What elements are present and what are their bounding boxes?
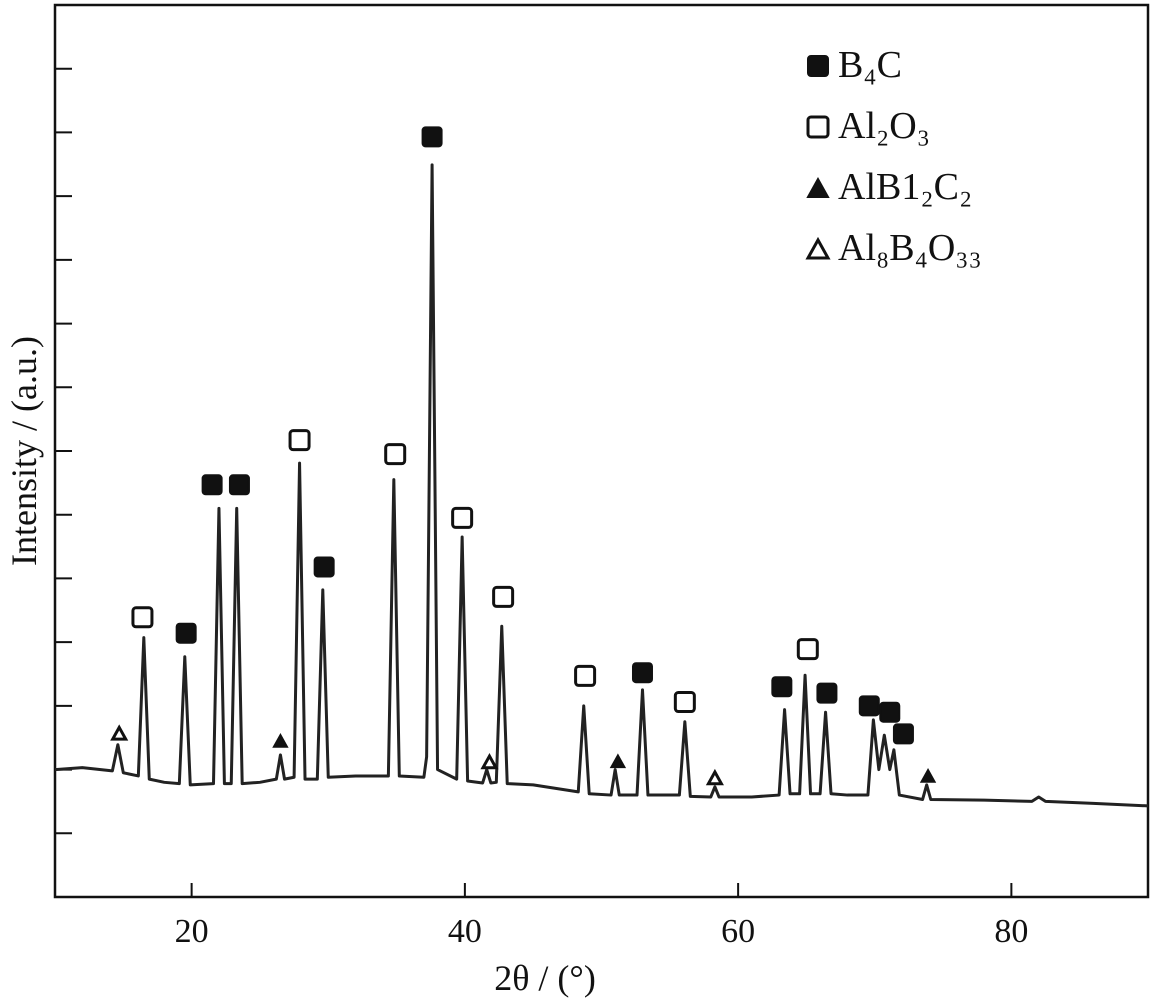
legend-symbol [805,236,831,260]
peak-marker [705,768,724,786]
peak-marker [796,638,819,661]
plot-frame [53,3,1150,899]
peak-marker [110,724,129,741]
peak-marker [201,474,223,496]
peak-marker [609,753,627,769]
peak-marker [451,506,474,529]
peak-marker [492,585,515,608]
x-tick-label: 20 [175,913,209,950]
legend-symbol [807,55,829,77]
peak-marker [892,723,914,745]
peak-marker [771,676,793,698]
peak-marker [816,682,838,704]
peak-marker [574,664,597,687]
peak-marker [131,606,154,629]
peak-marker [480,752,499,770]
x-tick-label: 60 [721,913,755,950]
x-axis-label: 2θ / (°) [494,958,596,998]
peak-marker [288,429,311,452]
peak-marker [631,662,653,684]
peak-marker [879,701,901,723]
legend-label: Al₈B₄O₃₃ [838,227,982,269]
peak-marker [673,691,696,714]
legend-label: B₄C [838,44,902,86]
peak-marker [272,732,289,748]
peak-marker [919,768,937,783]
peak-marker [228,474,250,496]
legend-label: Al₂O₃ [838,105,930,147]
legend-symbol [806,176,830,198]
xrd-curve [54,163,1149,808]
legend-label: AlB1₂C₂ [838,166,972,208]
peak-marker [175,622,197,644]
y-axis-label: Intensity / (a.u.) [4,336,44,566]
peak-marker [858,695,880,717]
peak-marker [421,126,443,148]
legend-symbol [806,115,830,139]
peak-marker [313,556,335,578]
x-tick-label: 40 [448,913,482,950]
x-tick-label: 80 [994,913,1028,950]
peak-marker [384,443,407,466]
